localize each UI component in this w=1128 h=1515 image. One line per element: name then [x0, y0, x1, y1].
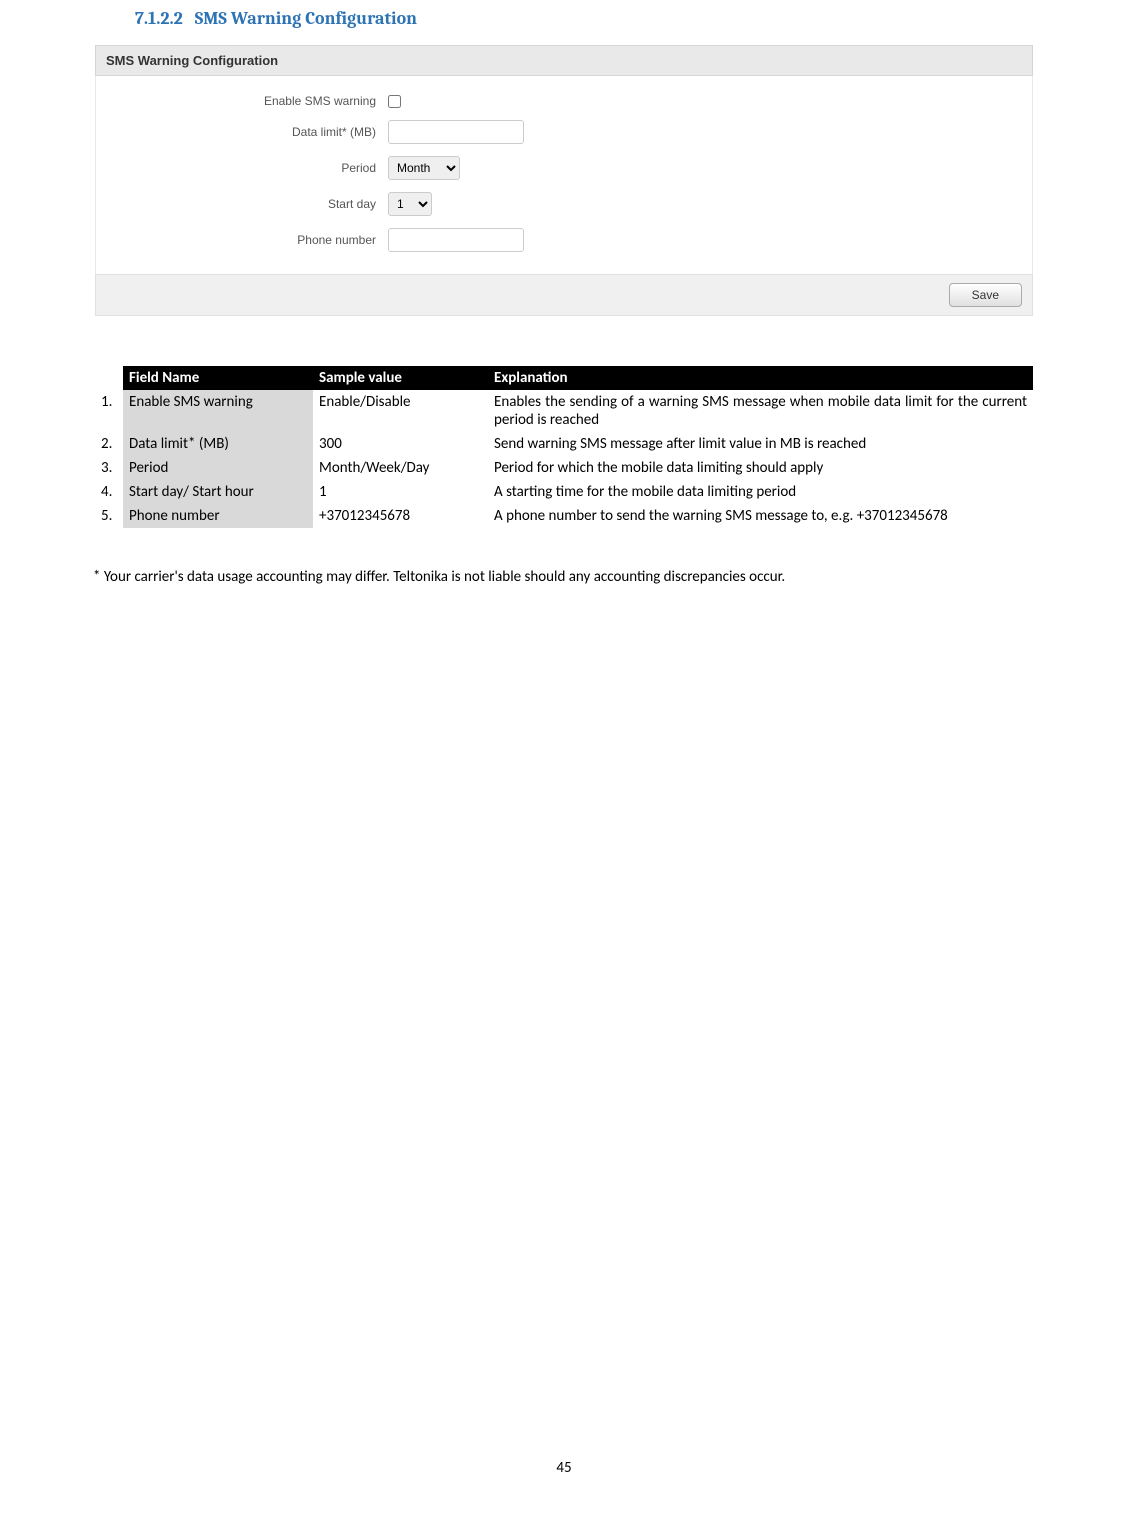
table-row: 2. Data limit* (MB) 300 Send warning SMS…	[95, 432, 1033, 456]
cell-fieldname: Enable SMS warning	[123, 390, 313, 432]
heading-number: 7.1.2.2	[135, 8, 183, 29]
cell-sample: Month/Week/Day	[313, 456, 488, 480]
cell-fieldname: Start day/ Start hour	[123, 480, 313, 504]
cell-sample: 300	[313, 432, 488, 456]
cell-num: 1.	[95, 390, 123, 432]
cell-sample: 1	[313, 480, 488, 504]
cell-fieldname: Phone number	[123, 504, 313, 528]
table-row: 4. Start day/ Start hour 1 A starting ti…	[95, 480, 1033, 504]
select-period[interactable]: Month	[388, 156, 460, 180]
label-period: Period	[96, 161, 388, 175]
cell-sample: +37012345678	[313, 504, 488, 528]
input-data-limit[interactable]	[388, 120, 524, 144]
label-start-day: Start day	[96, 197, 388, 211]
table-row: 1. Enable SMS warning Enable/Disable Ena…	[95, 390, 1033, 432]
page-number: 45	[0, 1459, 1128, 1477]
cell-num: 5.	[95, 504, 123, 528]
table-row: 3. Period Month/Week/Day Period for whic…	[95, 456, 1033, 480]
cell-num: 3.	[95, 456, 123, 480]
cell-explain: Enables the sending of a warning SMS mes…	[488, 390, 1033, 432]
panel-footer: Save	[95, 274, 1033, 316]
cell-num: 4.	[95, 480, 123, 504]
form-row-period: Period Month	[96, 156, 1032, 180]
section-heading: 7.1.2.2 SMS Warning Configuration	[135, 8, 1033, 29]
input-phone[interactable]	[388, 228, 524, 252]
cell-explain: Period for which the mobile data limitin…	[488, 456, 1033, 480]
cell-explain: Send warning SMS message after limit val…	[488, 432, 1033, 456]
field-explanation-table: Field Name Sample value Explanation 1. E…	[95, 366, 1033, 528]
heading-title: SMS Warning Configuration	[195, 8, 417, 29]
cell-num: 2.	[95, 432, 123, 456]
cell-explain: A phone number to send the warning SMS m…	[488, 504, 1033, 528]
label-enable: Enable SMS warning	[96, 94, 388, 108]
th-explain: Explanation	[488, 366, 1033, 390]
th-fieldname: Field Name	[123, 366, 313, 390]
save-button[interactable]: Save	[949, 283, 1022, 307]
footnote-text: * Your carrier's data usage accounting m…	[93, 568, 1033, 586]
form-row-data-limit: Data limit* (MB)	[96, 120, 1032, 144]
cell-fieldname: Data limit* (MB)	[123, 432, 313, 456]
form-row-phone: Phone number	[96, 228, 1032, 252]
panel-body: Enable SMS warning Data limit* (MB) Peri…	[95, 76, 1033, 274]
panel-title: SMS Warning Configuration	[95, 45, 1033, 76]
label-data-limit: Data limit* (MB)	[96, 125, 388, 139]
th-sample: Sample value	[313, 366, 488, 390]
form-row-start-day: Start day 1	[96, 192, 1032, 216]
select-start-day[interactable]: 1	[388, 192, 432, 216]
table-header-row: Field Name Sample value Explanation	[95, 366, 1033, 390]
cell-explain: A starting time for the mobile data limi…	[488, 480, 1033, 504]
form-row-enable: Enable SMS warning	[96, 94, 1032, 108]
label-phone: Phone number	[96, 233, 388, 247]
th-blank	[95, 366, 123, 390]
config-panel: SMS Warning Configuration Enable SMS war…	[95, 45, 1033, 316]
table-row: 5. Phone number +37012345678 A phone num…	[95, 504, 1033, 528]
checkbox-enable[interactable]	[388, 95, 401, 108]
cell-sample: Enable/Disable	[313, 390, 488, 432]
cell-fieldname: Period	[123, 456, 313, 480]
